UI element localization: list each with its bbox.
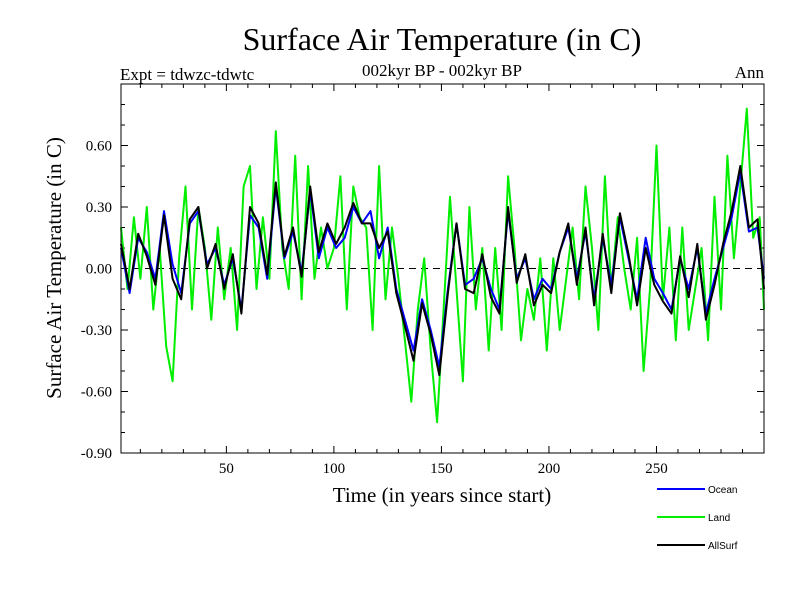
legend-label-ocean: Ocean xyxy=(708,485,737,496)
x-tick-label: 50 xyxy=(219,461,234,477)
plot-area: 50 100 150 200 250 -0.90 -0.60 -0.30 0.00 0.30 0.6… xyxy=(81,83,765,477)
series-line-allsurf xyxy=(120,165,765,377)
y-tick-label: -0.90 xyxy=(81,446,112,462)
y-tick-label: 0.00 xyxy=(86,262,112,278)
legend-label-allsurf: AllSurf xyxy=(708,541,738,552)
x-axis-label: Time (in years since start) xyxy=(333,483,552,507)
series-line-land xyxy=(120,107,765,424)
x-tick-label: 100 xyxy=(323,461,346,477)
season-label: Ann xyxy=(735,63,765,82)
x-tick-label: 150 xyxy=(430,461,453,477)
y-axis-label: Surface Air Temperature (in C) xyxy=(42,137,66,399)
x-tick-label: 200 xyxy=(538,461,561,477)
y-tick-label: 0.30 xyxy=(86,200,112,216)
y-tick-label: 0.60 xyxy=(86,139,112,155)
y-tick-label: -0.30 xyxy=(81,323,112,339)
chart-subtitle: 002kyr BP - 002kyr BP xyxy=(362,61,522,80)
experiment-label: Expt = tdwzc-tdwtc xyxy=(120,65,255,84)
x-tick-label: 250 xyxy=(645,461,668,477)
chart-title: Surface Air Temperature (in C) xyxy=(243,21,642,57)
legend-label-land: Land xyxy=(708,513,730,524)
legend: Ocean Land AllSurf xyxy=(657,485,738,552)
y-tick-label: -0.60 xyxy=(81,385,112,401)
plot-frame xyxy=(120,83,765,454)
